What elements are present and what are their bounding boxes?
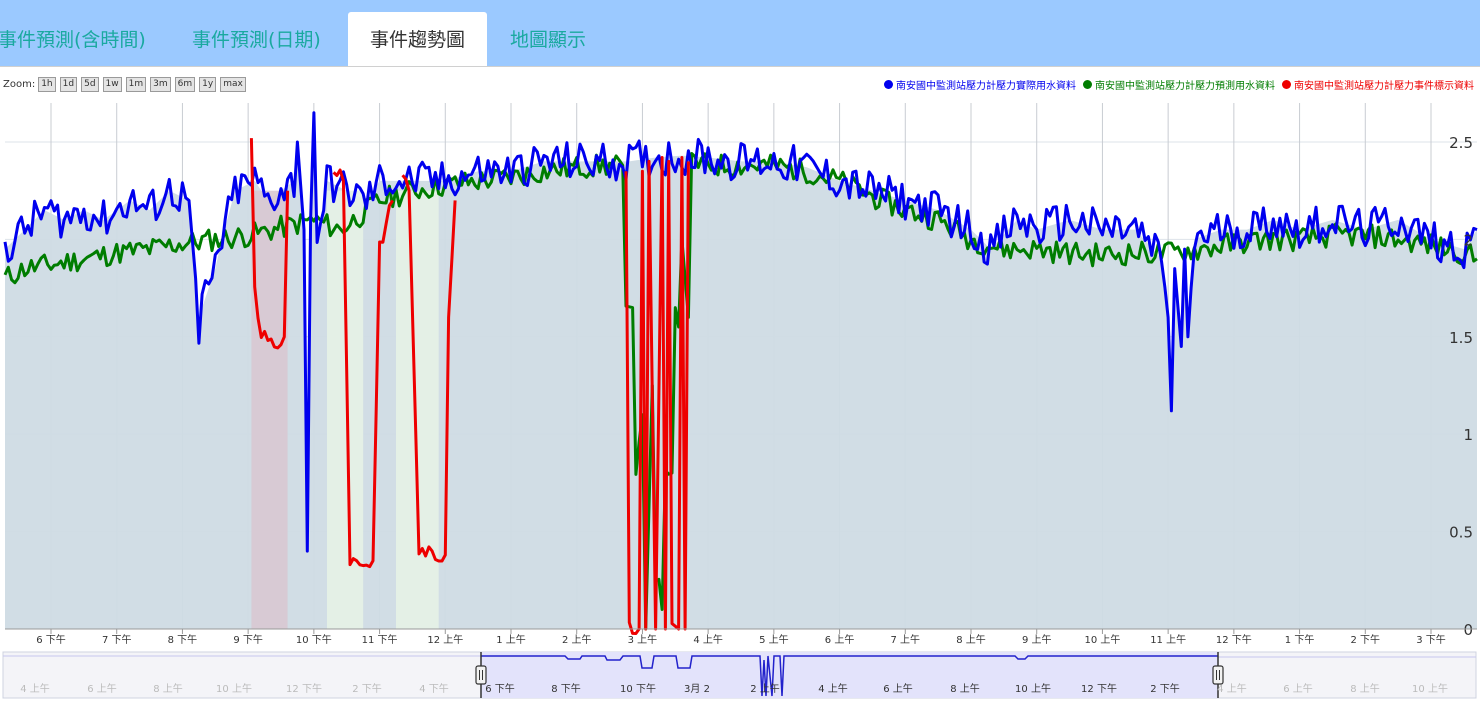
y-tick-label: 1.5 [1449,329,1473,347]
navigator-tick-label: 8 上午 [950,682,980,695]
predicted-series-line [3,152,1478,631]
tab-bar: 事件預測(含時間) 事件預測(日期) 事件趨勢圖 地圖顯示 [0,0,1480,66]
event-band [251,190,288,629]
y-tick-label: 1 [1463,426,1473,444]
x-tick-label: 9 下午 [233,633,263,646]
navigator-handle[interactable] [1212,665,1224,685]
legend-label-event: 南安國中監測站壓力計壓力事件標示資料 [1294,80,1474,92]
zoom-3m-button[interactable]: 3m [150,76,171,92]
navigator-tick-label: 12 下午 [1081,682,1117,695]
legend-dot-predicted [1083,79,1092,89]
navigator-tick-label: 6 上午 [1283,682,1313,695]
x-tick-label: 5 上午 [759,633,789,646]
x-tick-label: 1 上午 [496,633,526,646]
navigator-tick-label: 6 上午 [883,682,913,695]
navigator-tick-label: 10 上午 [216,682,252,695]
zoom-1y-button[interactable]: 1y [199,76,217,92]
zoom-1m-button[interactable]: 1m [125,76,147,92]
navigator-tick-label: 3月 2 [684,683,710,695]
y-tick-label: 2.5 [1449,134,1473,152]
zoom-selector: Zoom: 1h 1d 5d 1w 1m 3m 6m 1y max [3,76,250,92]
legend-dot-actual [884,79,893,89]
x-tick-label: 9 上午 [1022,633,1052,646]
navigator-tick-label: 2 上午 [750,682,780,695]
navigator-tick-label: 10 下午 [620,682,656,695]
navigator-tick-label: 2 下午 [352,682,382,695]
x-tick-label: 10 下午 [296,633,332,646]
x-tick-label: 8 上午 [956,633,986,646]
tab-map-display[interactable]: 地圖顯示 [510,29,587,51]
x-tick-label: 7 下午 [102,633,132,646]
navigator-tick-label: 4 上午 [818,682,848,695]
legend-label-predicted: 南安國中監測站壓力計壓力預測用水資料 [1095,80,1275,92]
zoom-1d-button[interactable]: 1d [59,76,78,92]
x-tick-label: 12 上午 [427,633,463,646]
navigator-tick-label: 6 下午 [485,682,515,695]
navigator-tick-label: 4 上午 [1217,682,1247,695]
y-tick-label: 0 [1463,621,1473,639]
legend-item-predicted[interactable]: 南安國中監測站壓力計壓力預測用水資料 [1083,77,1275,92]
navigator-tick-label: 12 下午 [286,682,322,695]
legend-label-actual: 南安國中監測站壓力計壓力實際用水資料 [896,80,1076,92]
legend-item-event[interactable]: 南安國中監測站壓力計壓力事件標示資料 [1282,77,1474,92]
x-tick-label: 10 上午 [1084,633,1120,646]
navigator-tick-label: 6 上午 [87,682,117,695]
x-tick-label: 6 下午 [36,633,66,646]
zoom-label: Zoom: [3,78,36,90]
tab-event-trend[interactable]: 事件趨勢圖 [348,12,487,66]
chart-legend: 南安國中監測站壓力計壓力實際用水資料 南安國中監測站壓力計壓力預測用水資料 南安… [877,76,1474,92]
legend-item-actual[interactable]: 南安國中監測站壓力計壓力實際用水資料 [884,77,1076,92]
navigator-selection[interactable] [481,652,1218,698]
x-tick-label: 1 下午 [1285,633,1315,646]
x-tick-label: 11 上午 [1150,633,1186,646]
x-tick-label: 7 上午 [891,633,921,646]
actual-series-line [3,111,1478,553]
y-tick-label: 0.5 [1449,524,1473,542]
x-tick-label: 2 上午 [562,633,592,646]
tab-event-prediction-time[interactable]: 事件預測(含時間) [0,29,146,51]
navigator-tick-label: 8 上午 [1350,682,1380,695]
x-tick-label: 8 下午 [168,633,198,646]
navigator-tick-label: 8 下午 [551,682,581,695]
navigator-handle[interactable] [475,665,487,685]
legend-dot-event [1282,79,1291,89]
navigator-tick-label: 10 上午 [1015,682,1051,695]
navigator-tick-label: 2 下午 [1150,682,1180,695]
event-band [396,190,439,629]
zoom-max-button[interactable]: max [220,76,246,92]
zoom-5d-button[interactable]: 5d [81,76,99,92]
zoom-1w-button[interactable]: 1w [102,76,122,92]
event-series-line [249,138,290,350]
zoom-6m-button[interactable]: 6m [174,76,196,92]
navigator-tick-label: 4 上午 [20,682,50,695]
tab-event-prediction-date[interactable]: 事件預測(日期) [192,29,321,51]
navigator-tick-label: 4 下午 [419,682,449,695]
x-tick-label: 6 上午 [825,633,855,646]
y-tick-label: 2 [1463,231,1473,249]
x-tick-label: 4 上午 [693,633,723,646]
navigator-series-line [481,655,1218,697]
x-tick-label: 12 下午 [1216,633,1252,646]
navigator-tick-label: 10 上午 [1412,682,1448,695]
event-series-line [401,174,457,563]
navigator-tick-label: 8 上午 [153,682,183,695]
x-tick-label: 3 下午 [1416,633,1446,646]
x-tick-label: 11 下午 [362,633,398,646]
x-tick-label: 2 下午 [1351,633,1381,646]
zoom-1h-button[interactable]: 1h [38,76,56,92]
event-series-line [332,168,394,569]
tab-divider [0,66,1480,67]
x-tick-label: 3 上午 [628,633,658,646]
